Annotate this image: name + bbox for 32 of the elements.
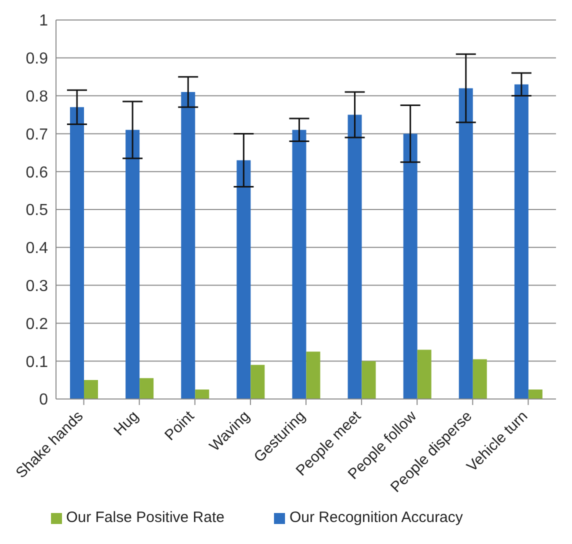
bar xyxy=(348,114,362,399)
bar xyxy=(362,361,376,399)
bar xyxy=(70,107,84,399)
bar xyxy=(236,160,251,399)
y-tick-label: 0.2 xyxy=(26,316,48,333)
bar xyxy=(292,130,306,399)
y-tick-label: 0.9 xyxy=(26,50,48,68)
bar xyxy=(417,350,432,399)
x-tick-label: Hug xyxy=(110,408,142,440)
bar xyxy=(458,88,473,399)
y-tick-label: 1 xyxy=(39,12,48,30)
bar xyxy=(195,390,210,399)
y-tick-label: 0.8 xyxy=(26,88,48,106)
y-tick-label: 0.4 xyxy=(26,240,48,258)
y-tick-label: 0.5 xyxy=(26,202,48,220)
bar xyxy=(306,352,320,399)
bar xyxy=(528,390,542,399)
bar xyxy=(250,364,265,399)
y-tick-label: 0.1 xyxy=(26,354,48,371)
bar xyxy=(472,359,487,399)
bar xyxy=(126,130,140,399)
bar xyxy=(84,380,98,399)
bar xyxy=(140,378,154,399)
y-tick-label: 0.3 xyxy=(26,278,48,295)
y-tick-label: 0.7 xyxy=(26,126,48,144)
legend-label: Our False Positive Rate xyxy=(66,509,224,526)
y-tick-label: 0 xyxy=(39,392,48,409)
bar xyxy=(514,84,528,399)
bar xyxy=(181,92,196,399)
legend-label: Our Recognition Accuracy xyxy=(289,509,463,526)
bar xyxy=(403,134,418,399)
y-tick-label: 0.6 xyxy=(26,164,48,182)
